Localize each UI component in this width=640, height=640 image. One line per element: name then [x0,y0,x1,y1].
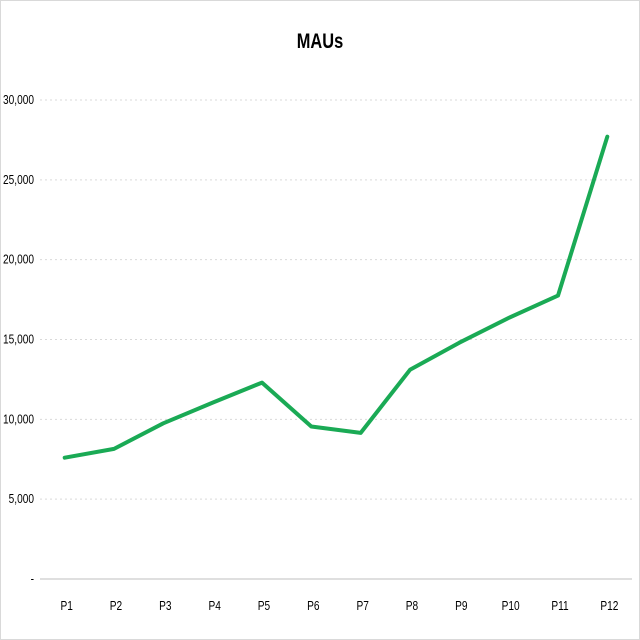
data-point [211,401,215,405]
data-point [161,421,165,425]
y-tick-label: 15,000 [3,332,34,346]
data-point [309,425,313,429]
data-point [112,447,116,451]
data-point [605,135,609,139]
chart-title: MAUs [296,30,344,53]
y-tick-label: 5,000 [9,492,35,506]
y-axis-tick-labels: - 5,000 10,000 15,000 20,000 25,000 30,000 [3,93,34,586]
x-tick-label: P3 [159,599,171,613]
x-tick-label: P4 [208,599,221,613]
x-tick-label: P2 [110,599,122,613]
data-point [507,316,511,320]
x-tick-label: P11 [551,599,568,613]
gridlines [40,99,632,500]
series-layer [62,134,610,460]
y-tick-label: - [31,572,34,586]
data-point [556,294,560,298]
x-tick-label: P10 [502,599,520,613]
x-tick-label: P7 [356,599,368,613]
data-point [408,368,412,372]
x-tick-label: P8 [406,599,418,613]
x-tick-label: P6 [307,599,319,613]
y-tick-label: 20,000 [3,253,34,267]
x-tick-label: P12 [600,599,618,613]
x-tick-label: P1 [60,599,72,613]
data-point [457,341,461,345]
y-tick-label: 30,000 [3,93,34,107]
y-tick-label: 25,000 [3,173,34,187]
y-tick-label: 10,000 [3,412,34,426]
data-point [260,381,264,385]
series-line [62,134,610,460]
x-tick-label: P5 [258,599,270,613]
data-point [359,431,363,435]
x-axis-tick-labels: P1 P2 P3 P4 P5 P6 P7 P8 P9 P10 P11 P12 [60,599,618,613]
x-tick-label: P9 [455,599,467,613]
data-point [63,456,67,460]
